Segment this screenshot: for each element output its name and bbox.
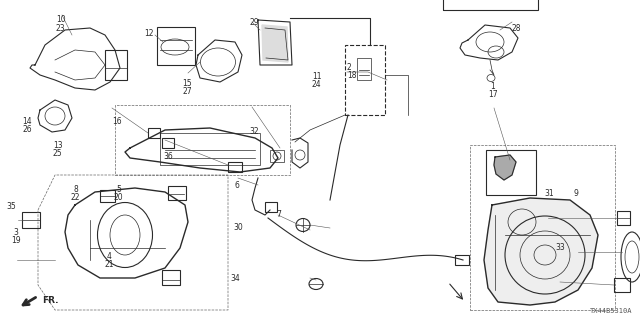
Text: 5: 5 [116, 185, 121, 194]
Bar [270, 150, 284, 162]
Bar [115, 105, 290, 175]
Bar [443, 0, 538, 10]
Bar [614, 278, 630, 292]
Text: TX44B5310A: TX44B5310A [589, 308, 632, 314]
Text: 27: 27 [182, 87, 192, 96]
Bar [162, 270, 180, 285]
Text: 28: 28 [512, 24, 522, 33]
Bar [228, 162, 242, 172]
Text: 25: 25 [52, 149, 63, 158]
Text: 20: 20 [113, 193, 124, 202]
Text: 36: 36 [163, 152, 173, 161]
Text: 12: 12 [144, 29, 154, 38]
Bar [160, 133, 260, 165]
Text: 7: 7 [276, 210, 281, 219]
Bar [105, 50, 127, 80]
Bar [345, 45, 385, 115]
Text: 33: 33 [555, 244, 565, 252]
Bar [357, 58, 371, 80]
Bar [455, 255, 469, 265]
Text: 8: 8 [73, 185, 78, 194]
Polygon shape [494, 155, 516, 180]
Text: 24: 24 [312, 80, 322, 89]
Text: 1: 1 [490, 82, 495, 91]
Text: FR.: FR. [42, 296, 58, 305]
Polygon shape [262, 25, 288, 62]
Text: 2: 2 [347, 63, 351, 72]
Text: 22: 22 [71, 193, 80, 202]
Bar [486, 150, 536, 195]
Bar [168, 186, 186, 200]
Bar [100, 190, 115, 202]
Text: 26: 26 [22, 125, 32, 134]
Bar [22, 212, 40, 228]
Text: 32: 32 [250, 127, 259, 136]
Text: 15: 15 [182, 79, 192, 88]
Text: 19: 19 [11, 236, 21, 245]
Text: 21: 21 [104, 260, 113, 269]
Text: 23: 23 [56, 24, 66, 33]
Text: 17: 17 [488, 90, 498, 99]
Text: 30: 30 [234, 223, 243, 232]
Bar [470, 145, 615, 310]
Text: 9: 9 [573, 189, 579, 198]
Text: 14: 14 [22, 117, 32, 126]
Text: 16: 16 [112, 117, 122, 126]
Text: 11: 11 [312, 72, 321, 81]
Text: 10: 10 [56, 15, 66, 24]
Text: 29: 29 [250, 18, 259, 27]
Polygon shape [484, 198, 598, 305]
Text: 6: 6 [234, 181, 239, 190]
Text: 13: 13 [52, 141, 63, 150]
Text: 34: 34 [230, 274, 240, 283]
Bar [617, 211, 630, 225]
Text: 31: 31 [544, 189, 554, 198]
Bar [157, 27, 195, 65]
Text: 18: 18 [347, 71, 356, 80]
Bar [162, 138, 174, 148]
Text: 35: 35 [6, 202, 16, 211]
Bar [265, 202, 277, 212]
Bar [148, 128, 160, 138]
Text: 3: 3 [13, 228, 19, 237]
Text: 4: 4 [106, 252, 111, 261]
